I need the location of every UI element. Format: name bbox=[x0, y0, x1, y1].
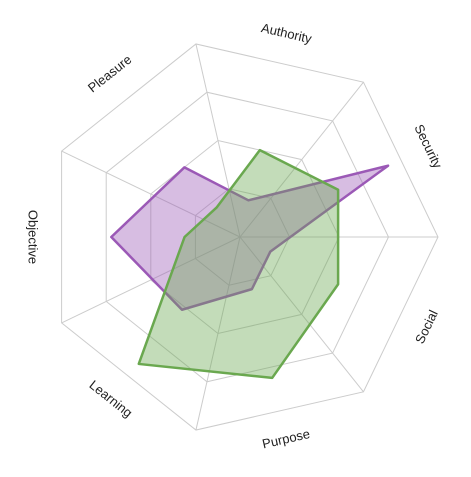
axis-label: Security bbox=[411, 122, 445, 171]
axis-label: Purpose bbox=[261, 426, 312, 451]
axis-label: Objective bbox=[26, 210, 41, 264]
axis-label: Authority bbox=[260, 20, 314, 46]
axis-label: Learning bbox=[87, 377, 136, 420]
axis-label: Pleasure bbox=[85, 52, 134, 96]
axis-label: Social bbox=[412, 307, 441, 346]
